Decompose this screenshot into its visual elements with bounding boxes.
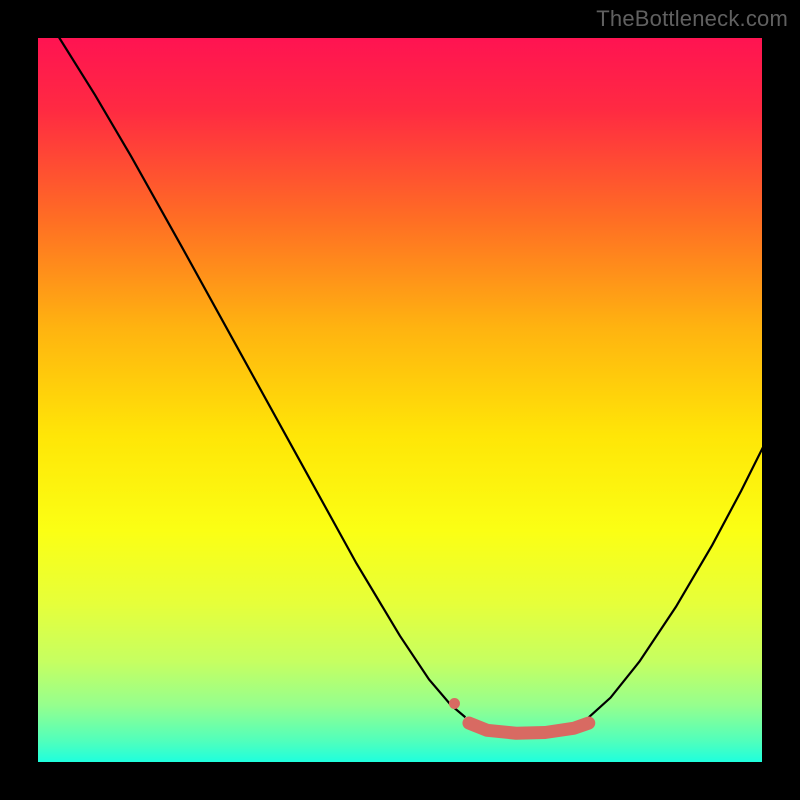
watermark-label: TheBottleneck.com xyxy=(596,6,788,32)
current-config-marker xyxy=(449,698,460,709)
bottleneck-chart: TheBottleneck.com xyxy=(0,0,800,800)
plot-gradient-background xyxy=(37,37,763,763)
chart-canvas xyxy=(0,0,800,800)
